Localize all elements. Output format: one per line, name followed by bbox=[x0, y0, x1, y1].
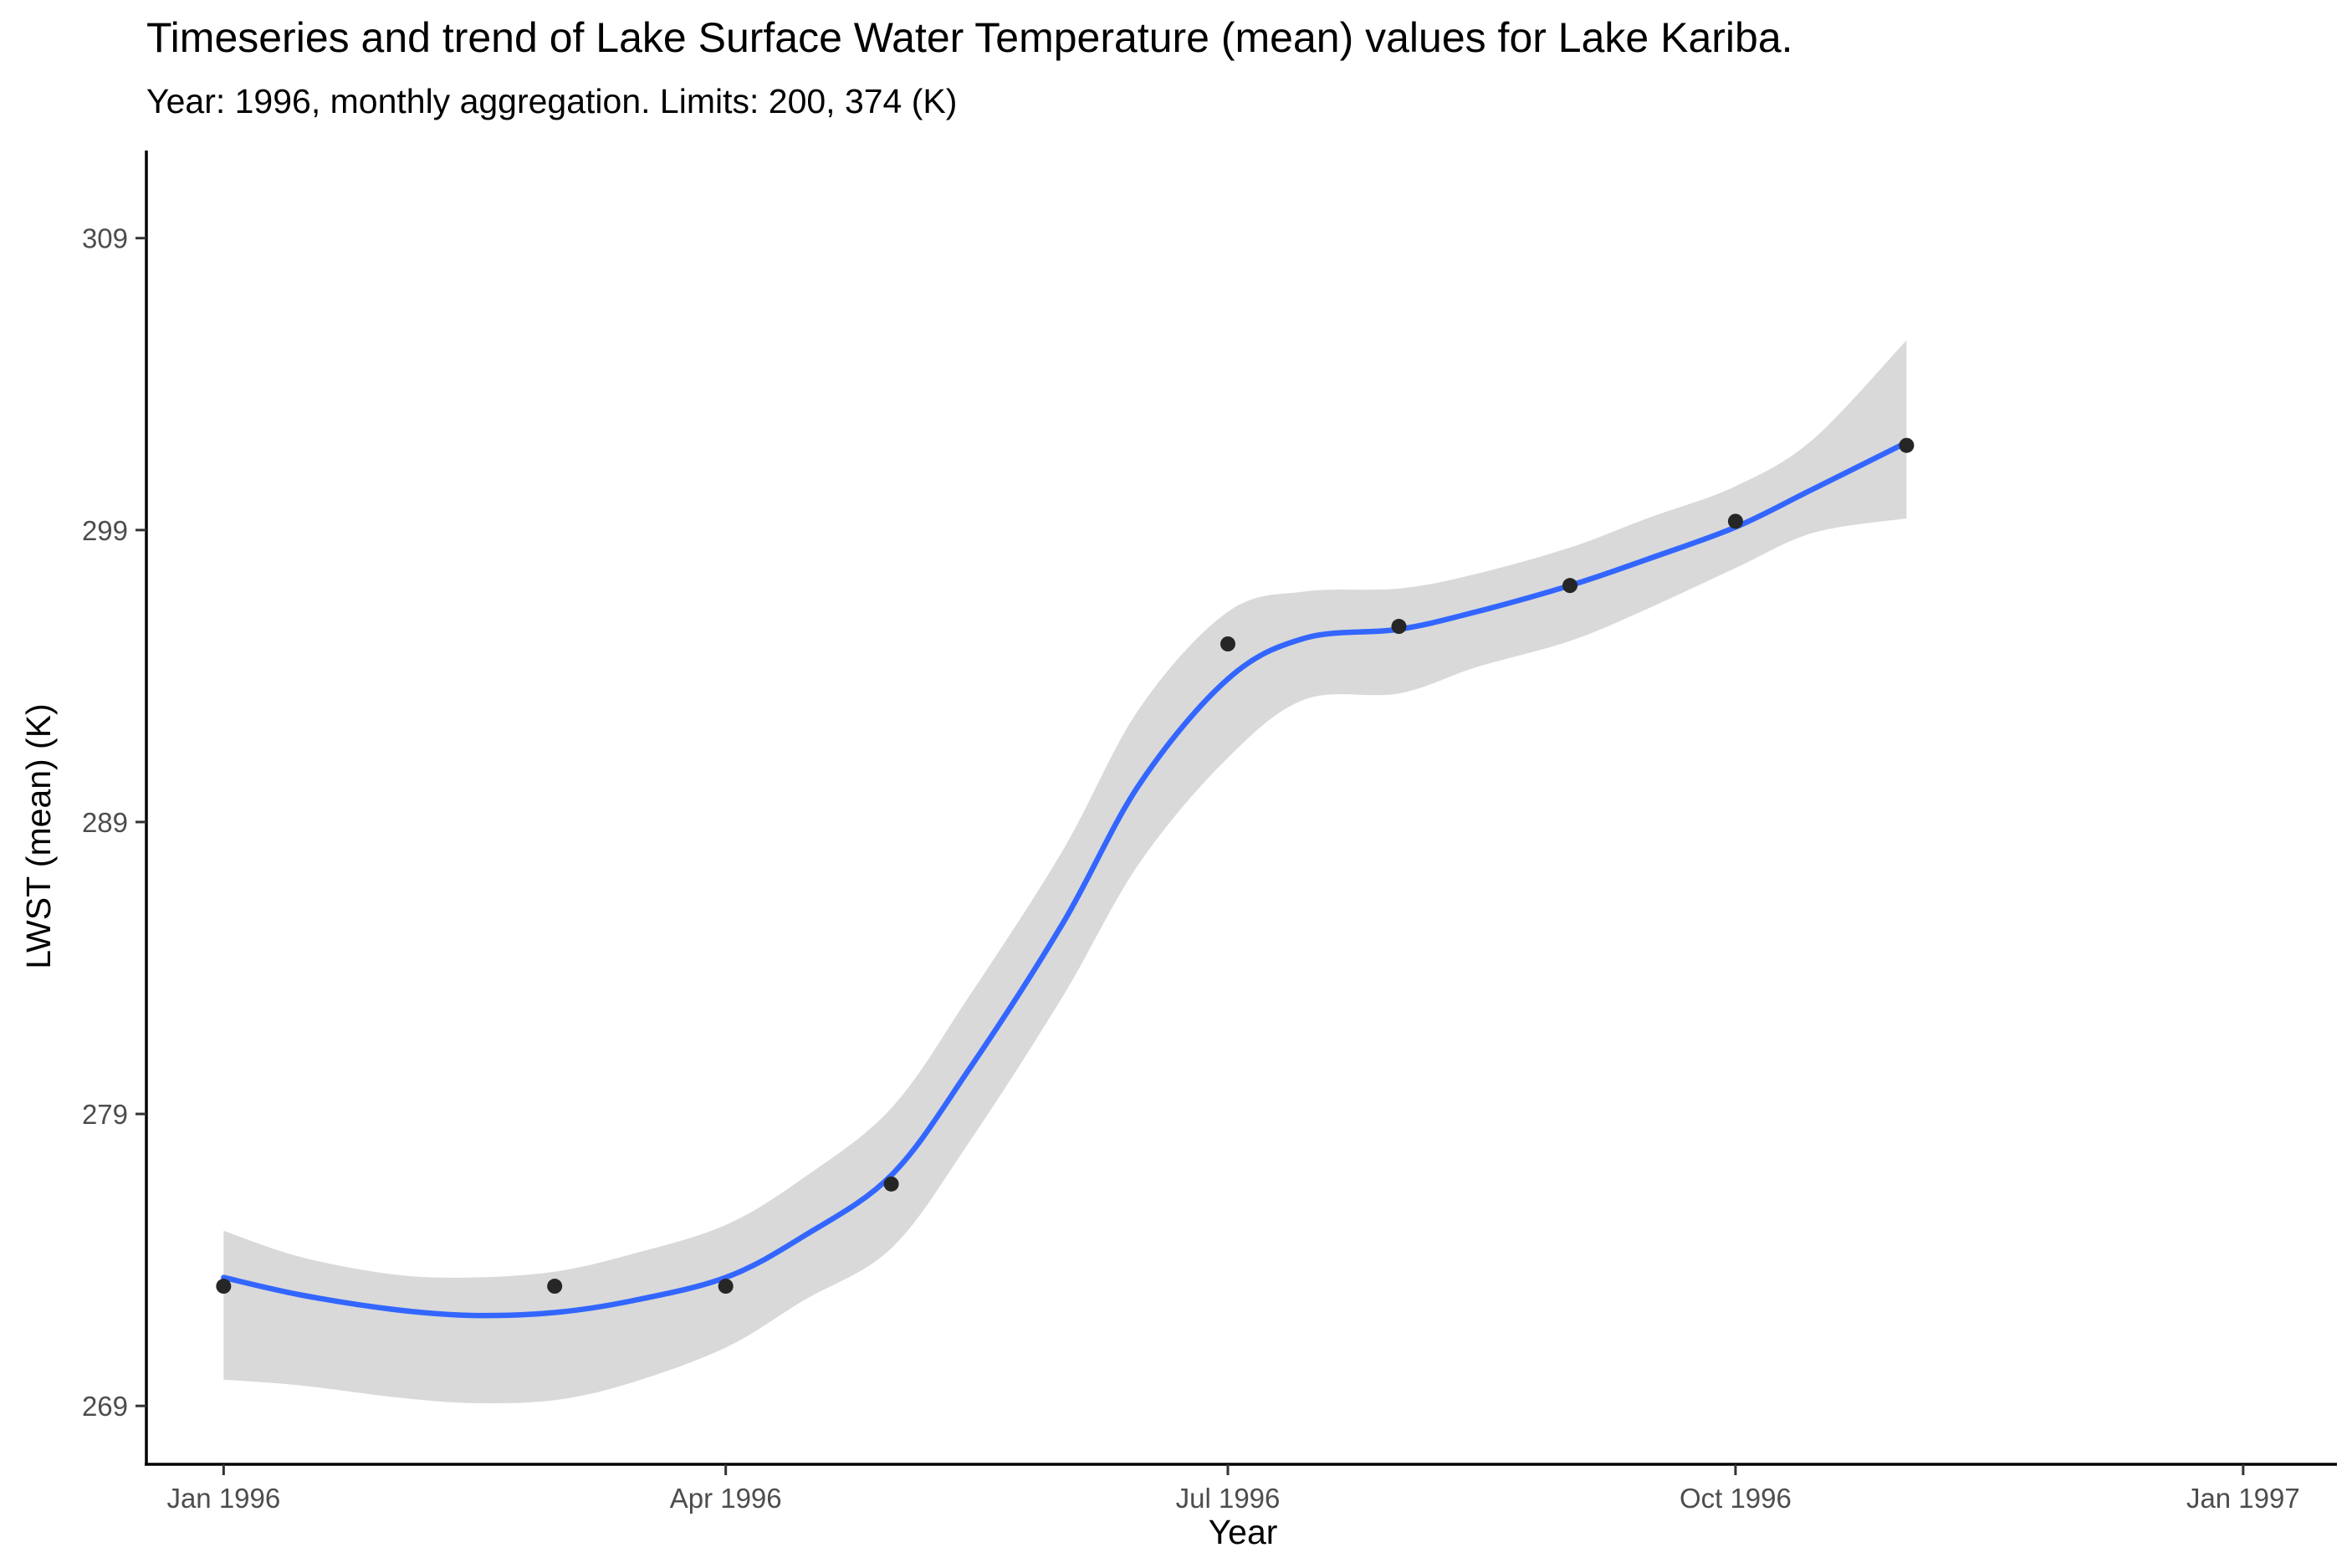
data-point bbox=[1391, 619, 1407, 635]
data-point bbox=[883, 1176, 899, 1192]
data-point bbox=[1899, 437, 1915, 453]
data-point bbox=[1727, 513, 1743, 529]
y-tick-label: 289 bbox=[82, 807, 128, 838]
y-tick-label: 269 bbox=[82, 1391, 128, 1422]
axis-ticks: Jan 1996 Apr 1996 Jul 1996 Oct 1996 Jan 1997… bbox=[82, 223, 2300, 1514]
plot-area bbox=[216, 340, 1915, 1403]
x-tick-label: Jan 1997 bbox=[2186, 1483, 2300, 1514]
x-tick-label: Apr 1996 bbox=[670, 1483, 782, 1514]
chart-title: Timeseries and trend of Lake Surface Wat… bbox=[146, 14, 1793, 61]
x-tick-label: Jan 1996 bbox=[166, 1483, 280, 1514]
data-point bbox=[718, 1279, 734, 1295]
y-tick-label: 299 bbox=[82, 515, 128, 546]
data-point bbox=[216, 1279, 232, 1295]
data-point bbox=[1562, 578, 1578, 594]
y-axis-title: LWST (mean) (K) bbox=[19, 703, 58, 968]
x-tick-label: Jul 1996 bbox=[1176, 1483, 1281, 1514]
data-point bbox=[1220, 636, 1236, 651]
x-tick-label: Oct 1996 bbox=[1680, 1483, 1792, 1514]
x-axis-title: Year bbox=[1209, 1513, 1278, 1551]
trend-line bbox=[221, 439, 1910, 1319]
data-point bbox=[547, 1279, 563, 1295]
chart-subtitle: Year: 1996, monthly aggregation. Limits:… bbox=[146, 82, 957, 120]
y-tick-label: 309 bbox=[82, 223, 128, 254]
y-tick-label: 279 bbox=[82, 1099, 128, 1130]
confidence-band bbox=[223, 340, 1907, 1403]
